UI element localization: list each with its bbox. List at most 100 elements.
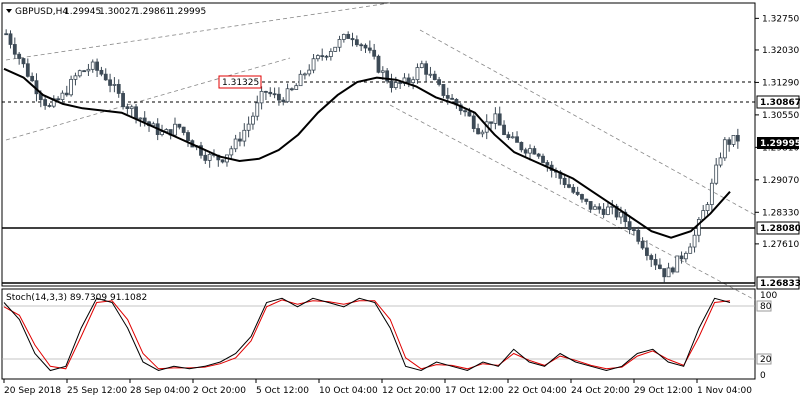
candle-body (593, 206, 597, 210)
ohlc-low: 1.29861 (134, 7, 171, 17)
candle-body (424, 63, 429, 75)
label-box-1-30867 (756, 95, 800, 109)
candle-body (90, 61, 95, 70)
candle-body (519, 141, 524, 151)
candle-body (623, 211, 628, 223)
candle-body (302, 73, 307, 76)
time-tick-label: 24 Oct 20:00 (571, 386, 630, 396)
candle-body (528, 148, 532, 154)
label-1-30867: 1.30867 (760, 98, 800, 108)
stoch-label: Stoch(14,3,3) 89.7309 91.1082 (6, 293, 147, 303)
chart-header: GBPUSD,H4 1.29945 1.30027 1.29861 1.2999… (6, 7, 206, 17)
price-axis: 1.327501.320301.312901.305501.298101.290… (755, 14, 799, 250)
stoch-signal-line (3, 299, 731, 370)
candle-body (246, 123, 251, 131)
candle-body (510, 136, 515, 139)
price-tick-label: 1.31290 (762, 78, 799, 88)
stoch-tick-80-box (756, 300, 772, 312)
down-channel-upper (419, 29, 756, 216)
candle-body (142, 117, 147, 123)
candle-body (735, 135, 740, 142)
candle-body (103, 73, 108, 81)
price-tick-label: 1.27610 (762, 240, 799, 250)
candle-body (385, 70, 390, 82)
upper-channel-line (5, 2, 391, 61)
candle-body (281, 99, 286, 103)
candle-body (259, 90, 264, 104)
candle-body (177, 123, 182, 128)
candle-body (238, 138, 242, 142)
ohlc-close: 1.29995 (169, 7, 206, 17)
candle-body (277, 93, 281, 101)
candle-body (121, 93, 125, 108)
candle-body (73, 75, 78, 80)
candle-body (441, 84, 446, 96)
time-tick-label: 28 Sep 04:00 (130, 386, 190, 396)
candle-body (450, 97, 454, 100)
candle-body (272, 93, 277, 96)
candle-body (567, 184, 571, 188)
stoch-levels (2, 305, 755, 360)
candle-body (480, 131, 485, 135)
candle-body (398, 82, 403, 84)
candle-body (562, 177, 567, 186)
candle-body (649, 255, 654, 260)
price-tick-label: 1.29070 (762, 176, 799, 186)
candle-body (640, 240, 645, 249)
candle-body (328, 51, 333, 57)
time-tick-label: 29 Oct 12:00 (634, 386, 693, 396)
candle-body (350, 38, 355, 41)
time-tick-label: 20 Sep 2018 (4, 386, 61, 396)
candle-body (21, 58, 26, 65)
candle-body (47, 105, 52, 107)
candle-body (614, 205, 619, 218)
candle-body (56, 98, 61, 101)
candle-body (523, 149, 528, 154)
candle-body (129, 106, 134, 109)
candle-body (43, 99, 48, 106)
candle-body (662, 268, 667, 278)
collapse-arrow-icon[interactable] (6, 9, 12, 13)
candle-body (372, 49, 377, 57)
candle-body (17, 53, 22, 59)
candle-body (709, 182, 714, 205)
candle-body (8, 33, 13, 45)
candle-body (134, 106, 138, 120)
candle-body (315, 55, 320, 60)
candle-body (714, 164, 719, 184)
candle-body (199, 145, 203, 156)
candle-body (367, 47, 372, 51)
time-tick-label: 10 Oct 04:00 (319, 386, 378, 396)
candle-body (285, 88, 290, 103)
candle-body (506, 134, 511, 139)
candle-body (571, 186, 576, 193)
stoch-tick-80: 80 (760, 302, 772, 312)
candle-body (666, 267, 671, 278)
candle-body (346, 33, 351, 39)
candle-body (467, 111, 472, 117)
candle-body (186, 132, 190, 142)
candle-body (60, 92, 65, 101)
candle-body (606, 206, 610, 215)
moving-average-line (3, 67, 731, 239)
candle-body (86, 68, 91, 72)
ohlc-high: 1.30027 (99, 7, 136, 17)
candle-body (515, 136, 519, 143)
time-tick-label: 17 Oct 12:00 (445, 386, 504, 396)
candle-body (233, 138, 238, 150)
label-1-29995: 1.29995 (760, 139, 800, 149)
candle-body (173, 123, 177, 136)
candle-body (619, 211, 623, 218)
candle-body (532, 148, 537, 155)
stoch-tick-100: 100 (760, 291, 777, 301)
candle-body (264, 90, 268, 93)
lower-channel-line (5, 57, 291, 141)
candle-body (229, 148, 234, 156)
candle-body (268, 91, 273, 95)
candle-body (393, 82, 398, 89)
label-1-26833: 1.26833 (760, 279, 800, 289)
candle-body (584, 198, 589, 202)
candle-body (125, 106, 130, 109)
candle-body (376, 55, 381, 73)
